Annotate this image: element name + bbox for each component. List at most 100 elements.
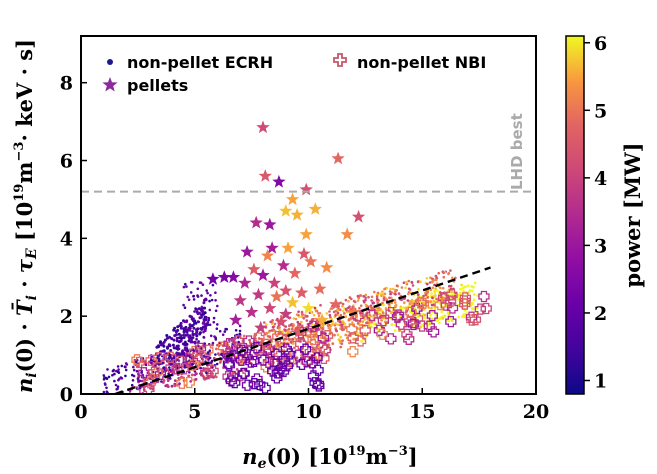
cloud-point xyxy=(461,315,464,319)
cloud-point xyxy=(179,334,183,338)
cloud-point xyxy=(393,329,397,332)
nbi-point xyxy=(306,357,318,369)
cloud-point xyxy=(432,299,436,303)
cloud-point xyxy=(394,301,397,304)
cloud-point xyxy=(182,333,185,337)
svg-text:pellets: pellets xyxy=(127,76,188,95)
cloud-point xyxy=(461,286,465,290)
cloud-point xyxy=(429,300,432,304)
colorbar-tick-label: 3 xyxy=(594,235,607,257)
cloud-point xyxy=(197,311,201,315)
cloud-point xyxy=(292,324,296,327)
cloud-point xyxy=(395,284,399,288)
cloud-point xyxy=(305,326,309,329)
cloud-point xyxy=(435,297,438,301)
cloud-point xyxy=(210,359,214,363)
star-icon xyxy=(102,77,118,92)
cloud-point xyxy=(326,324,330,327)
cloud-point xyxy=(195,337,198,341)
cloud-point xyxy=(187,327,190,331)
cloud-point xyxy=(191,330,194,333)
cloud-point xyxy=(192,323,195,327)
cloud-point xyxy=(342,312,346,315)
cloud-point xyxy=(190,339,193,342)
cloud-point xyxy=(282,338,286,342)
cloud-point xyxy=(341,339,344,343)
cloud-point xyxy=(430,306,433,310)
cloud-point xyxy=(421,301,425,304)
cloud-point xyxy=(462,312,466,316)
x-tick-label: 15 xyxy=(409,401,435,423)
cloud-point xyxy=(446,311,450,315)
cloud-point xyxy=(193,310,196,313)
cloud-point xyxy=(155,345,159,349)
cloud-point xyxy=(449,284,453,288)
cloud-point xyxy=(464,285,467,289)
cloud-point xyxy=(376,301,380,305)
cloud-point xyxy=(225,327,228,331)
cloud-point xyxy=(179,324,183,328)
cloud-point xyxy=(182,330,186,334)
cloud-point xyxy=(273,322,277,326)
cloud-point xyxy=(201,322,205,325)
cloud-point xyxy=(367,295,370,299)
cloud-point xyxy=(447,319,450,323)
cloud-point xyxy=(377,310,381,314)
cloud-point xyxy=(364,296,367,300)
nbi-point xyxy=(307,320,319,332)
cloud-point xyxy=(116,385,120,389)
cloud-point xyxy=(431,296,434,300)
cloud-point xyxy=(470,301,474,305)
nbi-point xyxy=(318,352,330,364)
cloud-point xyxy=(130,383,134,387)
cloud-point xyxy=(162,366,166,370)
cloud-point xyxy=(138,379,142,383)
nbi-point xyxy=(373,324,386,336)
nbi-point xyxy=(223,359,235,371)
cloud-point xyxy=(328,313,332,317)
cloud-point xyxy=(347,299,350,303)
cloud-point xyxy=(349,307,352,311)
cloud-point xyxy=(102,374,106,377)
cloud-point xyxy=(434,274,438,278)
nbi-point xyxy=(280,343,292,355)
cloud-point xyxy=(359,304,363,308)
cloud-point xyxy=(381,311,385,315)
nbi-point xyxy=(299,343,312,355)
cloud-point xyxy=(423,313,427,317)
cloud-point xyxy=(423,316,427,319)
cloud-point xyxy=(341,302,345,306)
y-tick-label: 6 xyxy=(60,151,73,173)
cloud-point xyxy=(193,373,197,377)
cloud-point xyxy=(433,283,436,287)
pellet-point xyxy=(238,276,252,289)
cloud-point xyxy=(466,284,470,288)
cloud-point xyxy=(202,335,206,339)
cloud-point xyxy=(341,305,344,308)
cloud-point xyxy=(192,326,196,330)
pellet-point xyxy=(301,301,316,315)
cloud-point xyxy=(405,280,408,284)
cloud-point xyxy=(344,315,348,319)
cloud-point xyxy=(439,286,442,290)
cloud-point xyxy=(370,295,374,299)
cloud-point xyxy=(237,336,240,339)
cloud-point xyxy=(388,290,392,293)
cloud-point xyxy=(214,291,217,295)
cloud-point xyxy=(178,382,181,386)
nbi-point xyxy=(189,357,201,370)
nbi-point xyxy=(202,344,214,356)
cloud-point xyxy=(335,329,339,333)
nbi-point xyxy=(405,306,417,319)
cloud-point xyxy=(428,281,432,284)
pellet-point xyxy=(304,254,318,268)
cloud-point xyxy=(352,299,356,303)
cloud-point xyxy=(215,362,219,366)
cloud-point xyxy=(201,311,205,315)
cloud-point xyxy=(434,278,438,282)
cloud-point xyxy=(238,332,242,336)
legend-item-ecrh: non-pellet ECRH xyxy=(107,53,273,72)
cloud-point xyxy=(431,280,434,284)
pellet-point xyxy=(281,241,295,254)
nbi-point xyxy=(423,320,435,332)
